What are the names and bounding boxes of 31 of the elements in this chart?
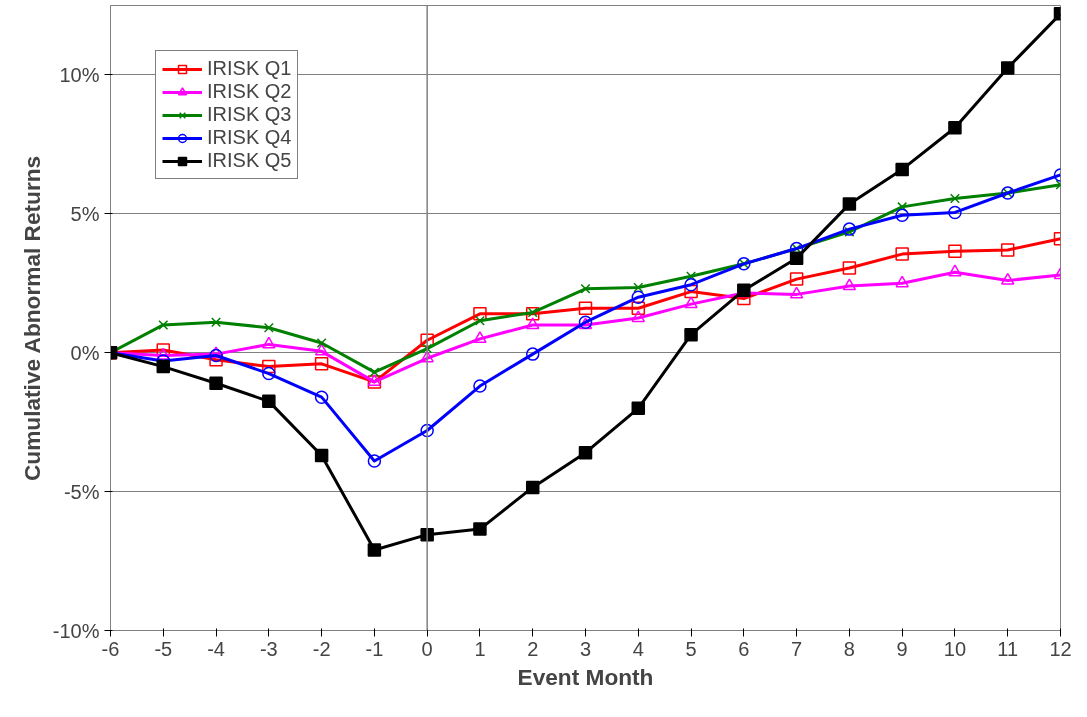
- x-tick-label: -2: [312, 637, 331, 660]
- x-tick-label: -3: [259, 637, 278, 660]
- x-tick-label: 0: [421, 637, 433, 660]
- legend-label: IRISK Q2: [207, 80, 292, 103]
- x-tick-label: 1: [474, 637, 486, 660]
- x-tick-label: 6: [738, 637, 750, 660]
- legend-label: IRISK Q1: [207, 57, 292, 80]
- legend-label: IRISK Q4: [207, 126, 292, 149]
- x-tick-label: 4: [632, 637, 644, 660]
- x-tick-label: -5: [154, 637, 173, 660]
- x-tick-label: -4: [207, 637, 225, 660]
- x-tick-label: 3: [579, 637, 592, 660]
- x-tick-label: 7: [791, 637, 803, 660]
- y-tick-label: -10%: [52, 619, 100, 642]
- x-tick-label: -6: [101, 637, 120, 660]
- x-tick-label: -1: [365, 637, 384, 660]
- y-tick-label: 0%: [70, 341, 100, 364]
- x-tick-label: 2: [527, 637, 539, 660]
- x-axis-title: Event Month: [517, 663, 654, 690]
- legend-label: IRISK Q3: [207, 103, 292, 126]
- y-tick-label: 5%: [70, 202, 100, 225]
- x-tick-label: 5: [685, 637, 697, 660]
- x-tick-label: 10: [943, 637, 967, 660]
- x-tick-label: 12: [1049, 637, 1072, 660]
- y-tick-label: -5%: [63, 480, 100, 503]
- legend-label: IRISK Q5: [207, 149, 292, 172]
- x-tick-label: 11: [997, 637, 1019, 660]
- x-tick-label: 9: [896, 637, 908, 660]
- y-tick-label: 10%: [59, 63, 100, 86]
- x-tick-label: 8: [843, 637, 855, 660]
- y-axis-title: Cumulative Abnormal Returns: [18, 155, 45, 482]
